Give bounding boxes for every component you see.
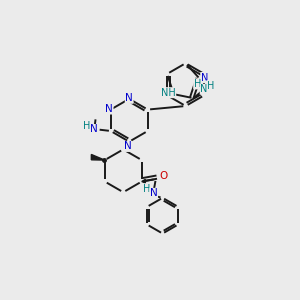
Text: N: N (150, 188, 158, 198)
Polygon shape (91, 154, 105, 160)
Polygon shape (142, 179, 145, 183)
Text: N: N (105, 104, 113, 114)
Text: NH: NH (161, 88, 176, 98)
Text: H: H (194, 79, 201, 89)
Text: H: H (143, 184, 151, 194)
Text: N: N (124, 141, 132, 152)
Text: N: N (201, 73, 208, 82)
Text: N: N (200, 84, 208, 94)
Text: N: N (90, 124, 98, 134)
Text: H: H (207, 81, 214, 91)
Text: N: N (125, 93, 133, 103)
Text: H: H (83, 121, 91, 131)
Text: O: O (159, 171, 167, 181)
